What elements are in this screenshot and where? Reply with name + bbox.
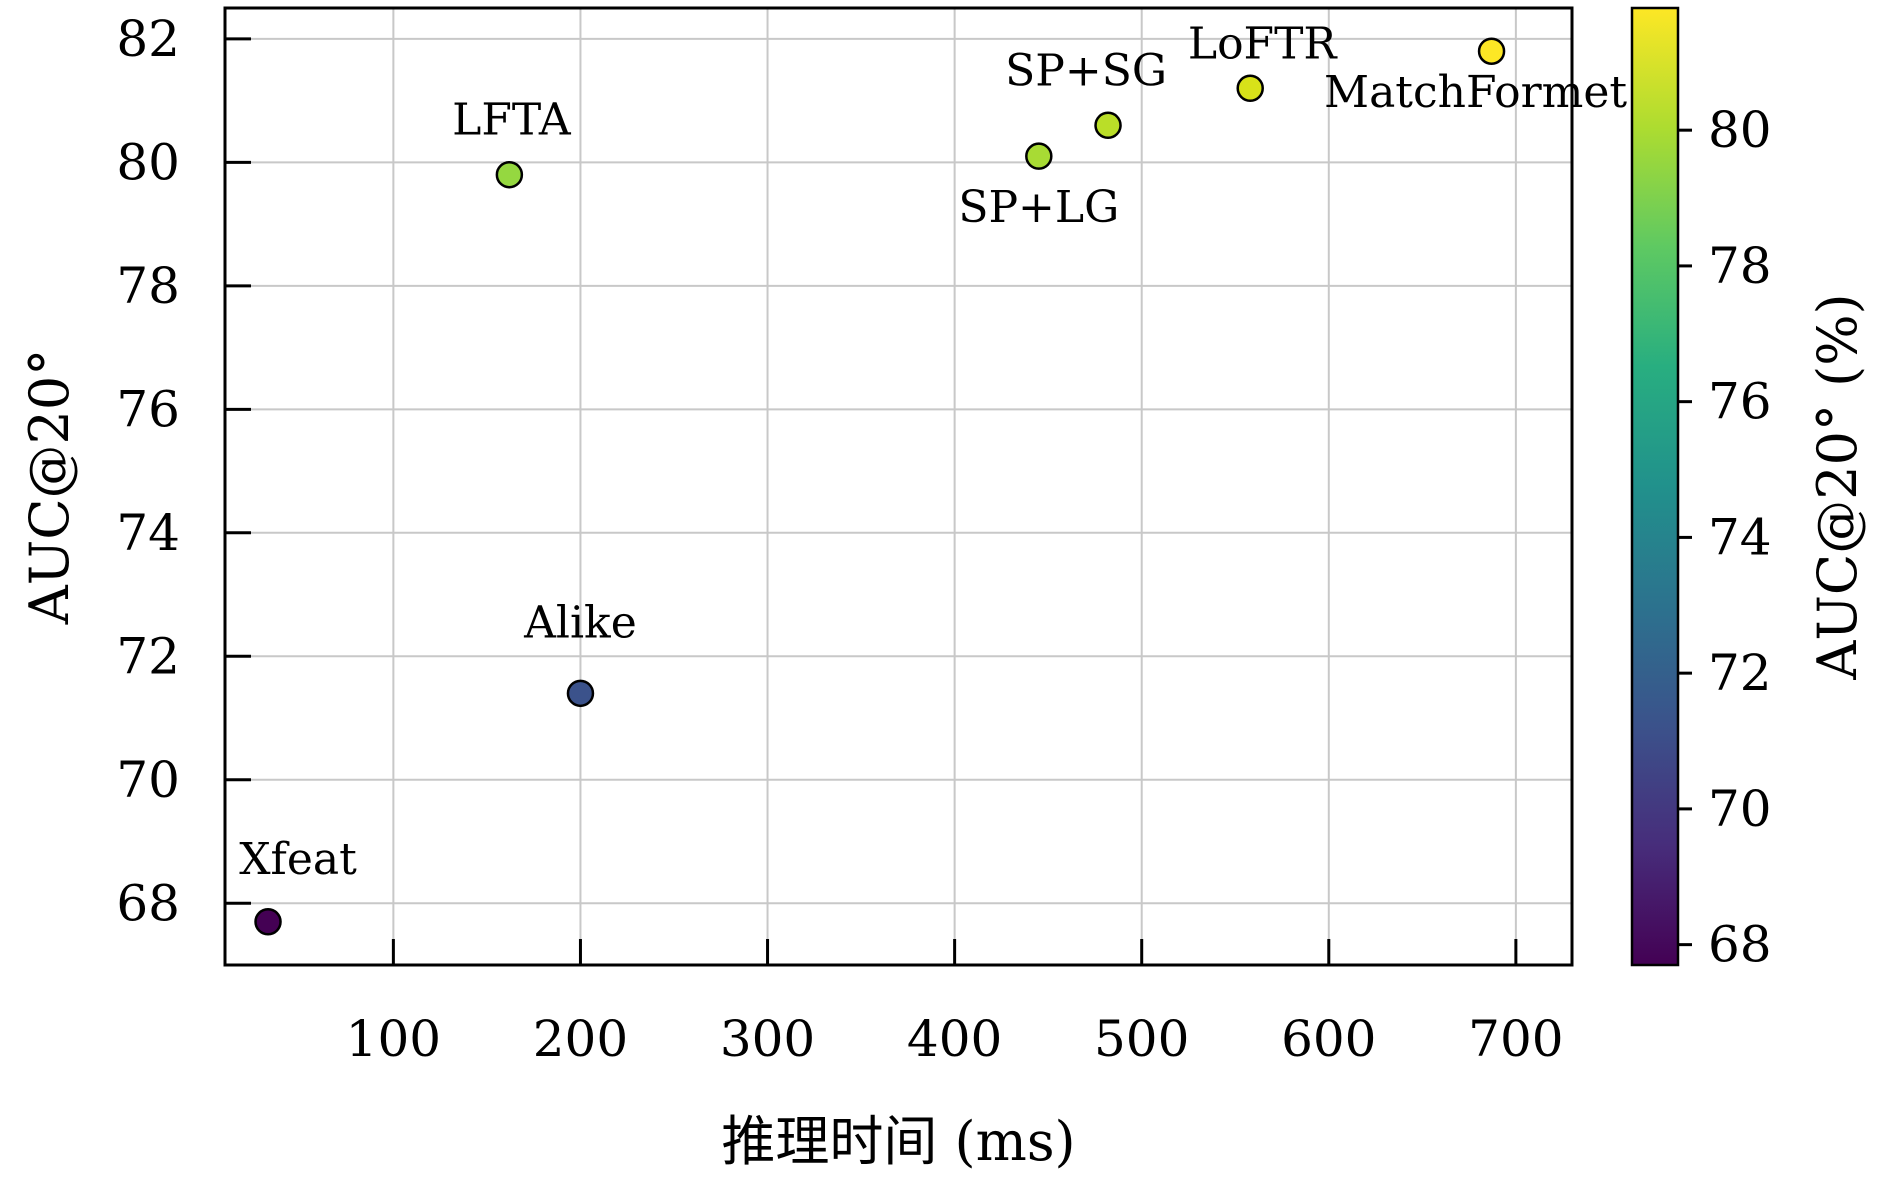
colorbar-title: AUC@20° (%) bbox=[1806, 293, 1869, 680]
y-tick-label: 80 bbox=[116, 133, 180, 191]
x-tick-label: 200 bbox=[533, 1010, 628, 1068]
x-tick-label: 500 bbox=[1094, 1010, 1189, 1068]
y-tick-label: 78 bbox=[116, 257, 180, 315]
colorbar-tick-label: 80 bbox=[1708, 101, 1772, 159]
y-tick-label: 76 bbox=[116, 380, 180, 438]
x-axis-ticks: 100 200 300 400 500 600 700 bbox=[346, 939, 1564, 1068]
x-tick-label: 400 bbox=[907, 1010, 1002, 1068]
y-tick-label: 74 bbox=[116, 504, 180, 562]
colorbar-tick-label: 74 bbox=[1708, 508, 1772, 566]
x-tick-label: 700 bbox=[1468, 1010, 1563, 1068]
colorbar bbox=[1630, 6, 1680, 967]
data-points bbox=[254, 37, 1506, 936]
y-axis-title: AUC@20° bbox=[18, 349, 81, 626]
grid bbox=[225, 8, 1572, 965]
y-tick-label: 72 bbox=[116, 627, 180, 685]
y-tick-label: 68 bbox=[116, 874, 180, 932]
data-point bbox=[1236, 74, 1264, 103]
colorbar-ticks: 68 70 72 74 76 78 80 bbox=[1678, 101, 1772, 974]
y-axis-ticks: 68 70 72 74 76 78 80 82 bbox=[116, 10, 251, 932]
point-label: SP+LG bbox=[958, 182, 1119, 233]
point-label: MatchFormet bbox=[1324, 67, 1627, 118]
colorbar-tick-label: 78 bbox=[1708, 237, 1772, 295]
point-label: LFTA bbox=[452, 95, 572, 146]
plot-frame bbox=[223, 6, 1574, 967]
y-tick-label: 82 bbox=[116, 10, 180, 68]
colorbar-tick-label: 72 bbox=[1708, 644, 1772, 702]
data-point bbox=[1477, 37, 1506, 65]
data-point bbox=[1025, 142, 1053, 170]
colorbar-tick-label: 70 bbox=[1708, 780, 1772, 838]
x-axis-title: 推理时间 (ms) bbox=[721, 1110, 1075, 1173]
colorbar-tick-label: 76 bbox=[1708, 373, 1772, 431]
point-label: Alike bbox=[523, 597, 637, 648]
colorbar-tick-label: 68 bbox=[1708, 916, 1772, 974]
x-tick-label: 600 bbox=[1281, 1010, 1376, 1068]
point-label: LoFTR bbox=[1188, 18, 1339, 69]
x-tick-label: 300 bbox=[720, 1010, 815, 1068]
data-point bbox=[495, 160, 524, 189]
y-tick-label: 70 bbox=[116, 751, 180, 809]
point-label: SP+SG bbox=[1005, 45, 1167, 96]
x-tick-label: 100 bbox=[346, 1010, 441, 1068]
data-point bbox=[254, 908, 282, 936]
data-point bbox=[566, 679, 595, 708]
data-point bbox=[1094, 111, 1122, 140]
point-label: Xfeat bbox=[239, 834, 357, 885]
